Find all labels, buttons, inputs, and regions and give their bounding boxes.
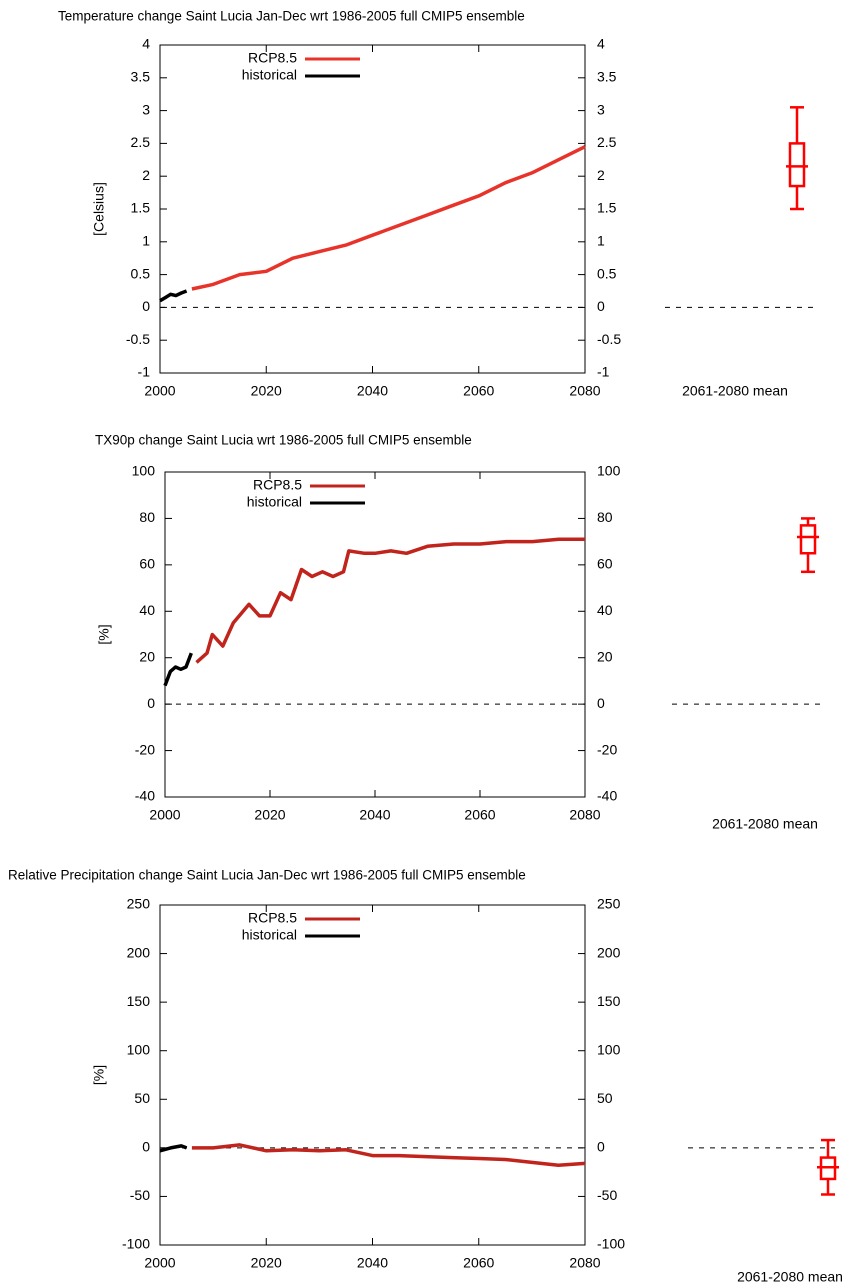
y-tick-label: 1 — [142, 233, 150, 249]
y2-tick-label: -40 — [597, 788, 617, 804]
y2-tick-label: 60 — [597, 556, 613, 572]
y2-tick-label: 100 — [597, 463, 621, 479]
y2-tick-label: 2.5 — [597, 134, 617, 150]
y-tick-label: -0.5 — [126, 331, 150, 347]
y-tick-label: 0.5 — [131, 265, 151, 281]
y2-tick-label: 50 — [597, 1090, 613, 1106]
y2-tick-label: 3 — [597, 101, 605, 117]
x-tick-label: 2040 — [359, 807, 390, 823]
y-tick-label: -50 — [130, 1187, 150, 1203]
y2-tick-label: 2 — [597, 167, 605, 183]
y-tick-label: 3.5 — [131, 69, 151, 85]
x-tick-label: 2000 — [149, 807, 180, 823]
x-tick-label: 2060 — [463, 1255, 494, 1271]
y2-tick-label: 40 — [597, 602, 613, 618]
y2-tick-label: 150 — [597, 993, 621, 1009]
plot-frame — [159, 904, 586, 1246]
x-tick-label: 2060 — [464, 807, 495, 823]
y2-tick-label: 80 — [597, 509, 613, 525]
x-tick-label: 2040 — [357, 383, 388, 399]
y2-tick-label: 0 — [597, 298, 605, 314]
box-label: 2061-2080 mean — [712, 816, 818, 832]
y-tick-label: -100 — [122, 1236, 150, 1252]
y2-tick-label: 200 — [597, 944, 621, 960]
chart-title: TX90p change Saint Lucia wrt 1986-2005 f… — [95, 433, 472, 448]
y2-tick-label: -50 — [597, 1187, 617, 1203]
y2-tick-label: -100 — [597, 1236, 625, 1252]
x-tick-label: 2020 — [251, 1255, 282, 1271]
chart-title: Relative Precipitation change Saint Luci… — [8, 868, 526, 883]
y-tick-label: 60 — [139, 556, 155, 572]
legend-label: RCP8.5 — [248, 50, 297, 66]
y2-tick-label: -0.5 — [597, 331, 621, 347]
y2-tick-label: 1.5 — [597, 200, 617, 216]
y-tick-label: -40 — [135, 788, 155, 804]
series-line — [163, 652, 193, 687]
y2-tick-label: 0 — [597, 1139, 605, 1155]
x-tick-label: 2040 — [357, 1255, 388, 1271]
y2-tick-label: 20 — [597, 648, 613, 664]
y-axis-label: [%] — [91, 1065, 107, 1085]
y-tick-label: 0 — [147, 695, 155, 711]
y2-tick-label: 0 — [597, 695, 605, 711]
box-label: 2061-2080 mean — [682, 383, 788, 399]
y-tick-label: 40 — [139, 602, 155, 618]
y2-tick-label: 4 — [597, 36, 605, 52]
y-axis-label: [Celsius] — [91, 182, 107, 236]
y-tick-label: 2.5 — [131, 134, 151, 150]
y2-tick-label: 3.5 — [597, 69, 617, 85]
y-tick-label: 20 — [139, 648, 155, 664]
y-tick-label: 0 — [142, 1139, 150, 1155]
series-line — [195, 537, 585, 664]
y-tick-label: 150 — [127, 993, 151, 1009]
x-tick-label: 2000 — [144, 383, 175, 399]
series-line — [191, 145, 586, 291]
x-tick-label: 2080 — [569, 383, 600, 399]
chart-title: Temperature change Saint Lucia Jan-Dec w… — [58, 9, 525, 24]
y2-tick-label: 250 — [597, 896, 621, 912]
y-tick-label: 100 — [132, 463, 156, 479]
y-tick-label: 4 — [142, 36, 150, 52]
series-line — [159, 289, 188, 303]
y-axis-label: [%] — [96, 624, 112, 644]
y-tick-label: 250 — [127, 896, 151, 912]
x-tick-label: 2080 — [569, 807, 600, 823]
y2-tick-label: 1 — [597, 233, 605, 249]
y2-tick-label: 100 — [597, 1041, 621, 1057]
x-tick-label: 2060 — [463, 383, 494, 399]
y-tick-label: 200 — [127, 944, 151, 960]
y2-tick-label: 0.5 — [597, 265, 617, 281]
y-tick-label: -1 — [138, 364, 151, 380]
box-body — [799, 524, 817, 555]
x-tick-label: 2000 — [144, 1255, 175, 1271]
box-label: 2061-2080 mean — [737, 1269, 843, 1285]
y-tick-label: 50 — [134, 1090, 150, 1106]
y-tick-label: 100 — [127, 1041, 151, 1057]
legend-label: historical — [242, 927, 297, 943]
x-tick-label: 2020 — [251, 383, 282, 399]
legend-label: RCP8.5 — [253, 477, 302, 493]
series-line — [159, 1144, 188, 1153]
y-tick-label: 1.5 — [131, 200, 151, 216]
plot-frame — [159, 44, 586, 374]
legend-label: historical — [242, 67, 297, 83]
y-tick-label: 3 — [142, 101, 150, 117]
series-line — [191, 1143, 586, 1168]
y-tick-label: 0 — [142, 298, 150, 314]
y-tick-label: 2 — [142, 167, 150, 183]
y-tick-label: -20 — [135, 741, 155, 757]
y-tick-label: 80 — [139, 509, 155, 525]
legend-label: RCP8.5 — [248, 910, 297, 926]
x-tick-label: 2020 — [254, 807, 285, 823]
x-tick-label: 2080 — [569, 1255, 600, 1271]
legend-label: historical — [247, 494, 302, 510]
y2-tick-label: -20 — [597, 741, 617, 757]
box-body — [788, 142, 806, 188]
y2-tick-label: -1 — [597, 364, 610, 380]
